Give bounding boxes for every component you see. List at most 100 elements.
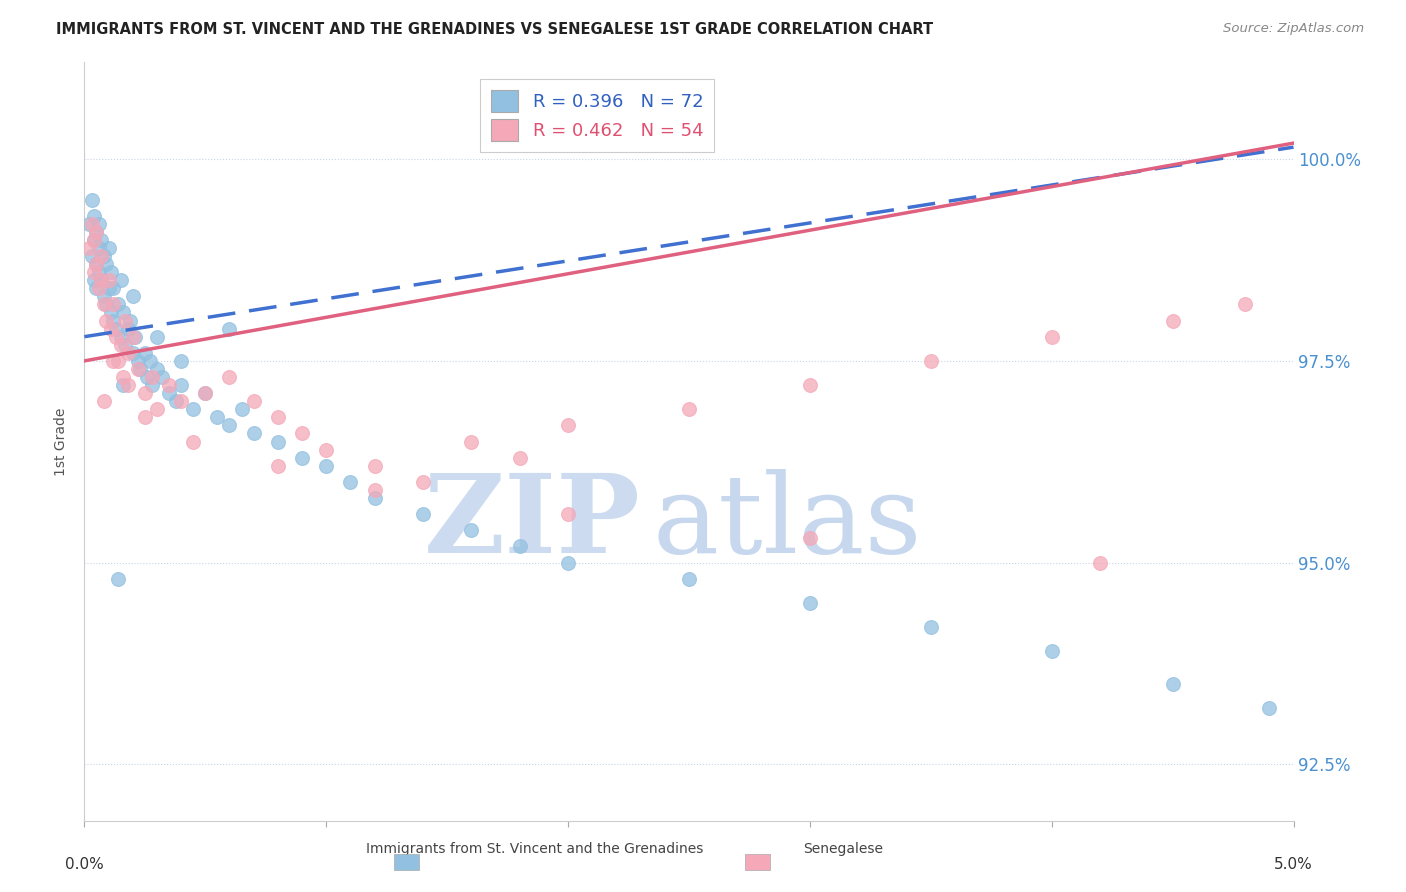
Point xyxy=(93,249,115,263)
Point xyxy=(557,556,579,570)
Point xyxy=(412,475,434,489)
Point xyxy=(1161,313,1184,327)
Point xyxy=(97,241,120,255)
Text: 0.0%: 0.0% xyxy=(65,857,104,872)
Point xyxy=(129,362,152,376)
Point xyxy=(86,281,108,295)
Point xyxy=(146,329,169,343)
Text: IMMIGRANTS FROM ST. VINCENT AND THE GRENADINES VS SENEGALESE 1ST GRADE CORRELATI: IMMIGRANTS FROM ST. VINCENT AND THE GREN… xyxy=(56,22,934,37)
Point xyxy=(86,257,108,271)
Point xyxy=(460,434,482,449)
Point xyxy=(799,596,821,610)
Point xyxy=(231,402,253,417)
Point xyxy=(117,346,139,360)
Point xyxy=(87,241,110,255)
Point xyxy=(157,378,180,392)
Point xyxy=(103,281,125,295)
Point xyxy=(107,354,129,368)
Point xyxy=(146,402,169,417)
Point xyxy=(127,354,149,368)
Point xyxy=(165,394,187,409)
Point xyxy=(412,507,434,521)
Point xyxy=(124,329,146,343)
Point xyxy=(103,313,125,327)
Point xyxy=(86,225,108,239)
Text: 5.0%: 5.0% xyxy=(1274,857,1313,872)
Point xyxy=(103,297,125,311)
Point xyxy=(218,370,240,384)
Point xyxy=(460,523,482,537)
Point xyxy=(114,337,136,351)
Point xyxy=(86,225,108,239)
Point xyxy=(104,321,127,335)
Point xyxy=(315,442,337,457)
Point xyxy=(90,233,112,247)
Point xyxy=(83,233,105,247)
Point xyxy=(120,313,142,327)
Point xyxy=(170,378,193,392)
Point xyxy=(97,273,120,287)
Point xyxy=(267,458,290,473)
Point xyxy=(93,394,115,409)
Point xyxy=(87,217,110,231)
Point xyxy=(107,297,129,311)
Point xyxy=(170,354,193,368)
Point xyxy=(141,378,163,392)
Point xyxy=(94,257,117,271)
Point xyxy=(1088,556,1111,570)
Point xyxy=(90,273,112,287)
Point xyxy=(157,386,180,401)
Y-axis label: 1st Grade: 1st Grade xyxy=(55,408,69,475)
Point xyxy=(557,507,579,521)
Point xyxy=(181,402,204,417)
Point xyxy=(799,532,821,546)
Point xyxy=(134,386,156,401)
Point xyxy=(112,370,135,384)
Point xyxy=(107,572,129,586)
Text: atlas: atlas xyxy=(652,468,922,575)
Point xyxy=(138,354,160,368)
Point xyxy=(194,386,217,401)
Point xyxy=(1258,700,1281,714)
Point xyxy=(1040,644,1063,658)
Point xyxy=(93,297,115,311)
Point xyxy=(509,540,531,554)
Text: Senegalese: Senegalese xyxy=(804,842,883,856)
Point xyxy=(146,362,169,376)
Point xyxy=(117,378,139,392)
Point xyxy=(100,321,122,335)
Point xyxy=(110,273,132,287)
Point xyxy=(1161,676,1184,690)
Point xyxy=(90,249,112,263)
Point xyxy=(181,434,204,449)
Point xyxy=(136,370,159,384)
Point xyxy=(134,410,156,425)
Text: Immigrants from St. Vincent and the Grenadines: Immigrants from St. Vincent and the Gren… xyxy=(366,842,703,856)
Point xyxy=(141,370,163,384)
Point xyxy=(121,346,143,360)
Point xyxy=(678,402,700,417)
Point xyxy=(90,273,112,287)
Point xyxy=(170,394,193,409)
Point xyxy=(110,329,132,343)
Point xyxy=(509,450,531,465)
Point xyxy=(291,450,314,465)
Point xyxy=(207,410,229,425)
Point xyxy=(267,434,290,449)
Point xyxy=(1234,297,1257,311)
Point xyxy=(83,209,105,223)
Point xyxy=(114,313,136,327)
Point xyxy=(363,491,385,505)
Point xyxy=(93,289,115,303)
Point xyxy=(315,458,337,473)
Point xyxy=(110,337,132,351)
Point xyxy=(87,265,110,279)
Point xyxy=(83,265,105,279)
Point xyxy=(678,572,700,586)
Point xyxy=(121,289,143,303)
Point xyxy=(134,346,156,360)
Point xyxy=(218,418,240,433)
Point xyxy=(363,458,385,473)
Point xyxy=(103,354,125,368)
Point xyxy=(94,297,117,311)
